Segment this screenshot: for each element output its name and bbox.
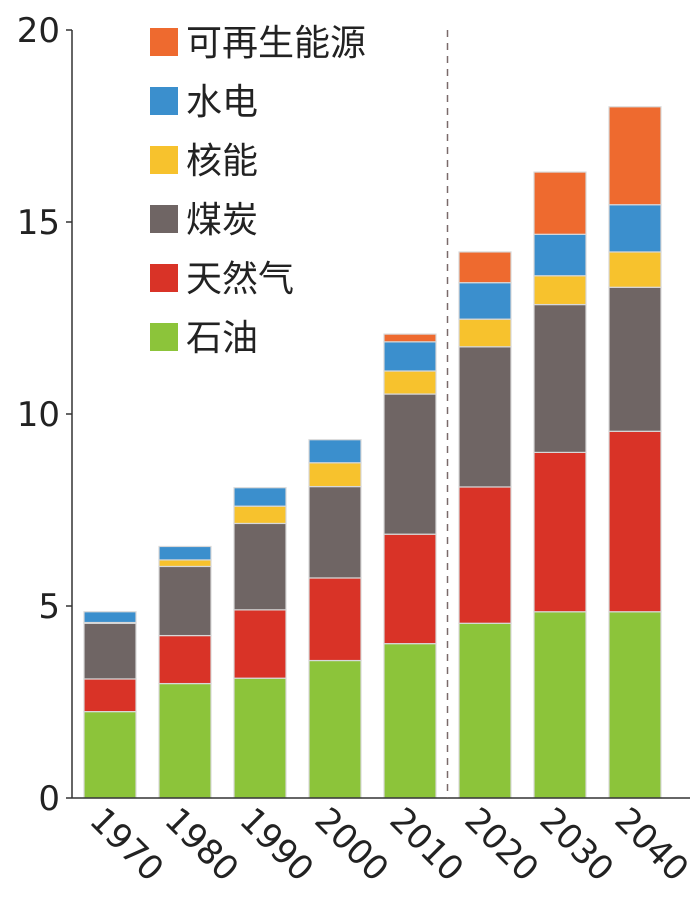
- bar-segment-2040-s3: [608, 251, 662, 288]
- legend-item: 石油: [150, 318, 258, 359]
- bar-segment-2000-s0: [308, 659, 362, 799]
- legend-label: 煤炭: [186, 200, 258, 241]
- bar-segment-2010-s1: [383, 533, 437, 645]
- bars-layer: [83, 106, 662, 799]
- legend-swatch: [150, 28, 178, 56]
- x-tick-label: 1970: [82, 800, 171, 889]
- x-tick-label: 2000: [307, 800, 396, 889]
- bar-segment-2030-s0: [533, 611, 587, 799]
- x-tick-label: 2040: [607, 800, 696, 889]
- bar-segment-1980-s0: [158, 682, 212, 799]
- legend-swatch: [150, 87, 178, 115]
- bar-segment-2020-s3: [458, 318, 512, 348]
- bar-segment-2010-s3: [383, 370, 437, 395]
- legend-item: 天然气: [150, 259, 294, 300]
- x-tick-label: 2020: [457, 800, 546, 889]
- bar-segment-1970-s4: [83, 611, 137, 624]
- legend-label: 核能: [186, 141, 258, 182]
- bar-segment-1970-s2: [83, 622, 137, 680]
- bar-segment-1980-s2: [158, 565, 212, 637]
- bar-segment-1990-s3: [233, 505, 287, 525]
- x-tick-label: 1990: [232, 800, 321, 889]
- bar-segment-2020-s0: [458, 622, 512, 799]
- legend-item: 煤炭: [150, 200, 258, 241]
- bar-segment-2030-s1: [533, 451, 587, 613]
- bar-segment-2010-s4: [383, 341, 437, 372]
- bar-segment-2040-s5: [608, 106, 662, 206]
- y-tick-label: 5: [38, 587, 60, 627]
- bar-segment-1970-s1: [83, 678, 137, 713]
- legend-swatch: [150, 146, 178, 174]
- bar-segment-2020-s4: [458, 282, 512, 320]
- x-tick-label: 2030: [532, 800, 621, 889]
- x-tick-label: 2010: [382, 800, 471, 889]
- bar-segment-1990-s2: [233, 522, 287, 611]
- bar-segment-2000-s3: [308, 462, 362, 488]
- legend-swatch: [150, 323, 178, 351]
- legend-item: 可再生能源: [150, 23, 366, 64]
- bar-segment-2020-s1: [458, 486, 512, 624]
- legend-label: 水电: [186, 82, 258, 123]
- legend-label: 石油: [186, 318, 258, 359]
- bar-segment-1980-s4: [158, 545, 212, 561]
- bar-segment-2040-s2: [608, 286, 662, 432]
- bar-segment-2030-s4: [533, 233, 587, 277]
- bar-segment-2040-s0: [608, 611, 662, 799]
- bar-segment-1990-s1: [233, 609, 287, 679]
- bar-segment-2010-s5: [383, 333, 437, 343]
- y-tick-label: 10: [17, 395, 60, 435]
- y-tick-label: 20: [17, 11, 60, 51]
- legend-swatch: [150, 205, 178, 233]
- bar-segment-1990-s0: [233, 677, 287, 799]
- bar-segment-2040-s4: [608, 204, 662, 253]
- bar-segment-2000-s2: [308, 485, 362, 579]
- bar-segment-2010-s2: [383, 393, 437, 535]
- y-tick-label: 0: [38, 779, 60, 819]
- legend-label: 天然气: [186, 259, 294, 300]
- y-tick-label: 15: [17, 203, 60, 243]
- bar-segment-2020-s2: [458, 346, 512, 488]
- bar-segment-1970-s0: [83, 710, 137, 799]
- bar-segment-1980-s1: [158, 634, 212, 685]
- legend-swatch: [150, 264, 178, 292]
- bar-segment-1980-s3: [158, 559, 212, 568]
- legend-item: 水电: [150, 82, 258, 123]
- bar-segment-2000-s4: [308, 439, 362, 464]
- bar-segment-2030-s5: [533, 171, 587, 235]
- bar-segment-1990-s4: [233, 487, 287, 507]
- bar-segment-2010-s0: [383, 643, 437, 799]
- bar-segment-2030-s2: [533, 303, 587, 453]
- bar-segment-2030-s3: [533, 275, 587, 306]
- legend-label: 可再生能源: [186, 23, 366, 64]
- bar-segment-2020-s5: [458, 251, 512, 284]
- bar-segment-2000-s1: [308, 577, 362, 662]
- bar-segment-2040-s1: [608, 430, 662, 613]
- x-tick-label: 1980: [157, 800, 246, 889]
- legend-item: 核能: [150, 141, 258, 182]
